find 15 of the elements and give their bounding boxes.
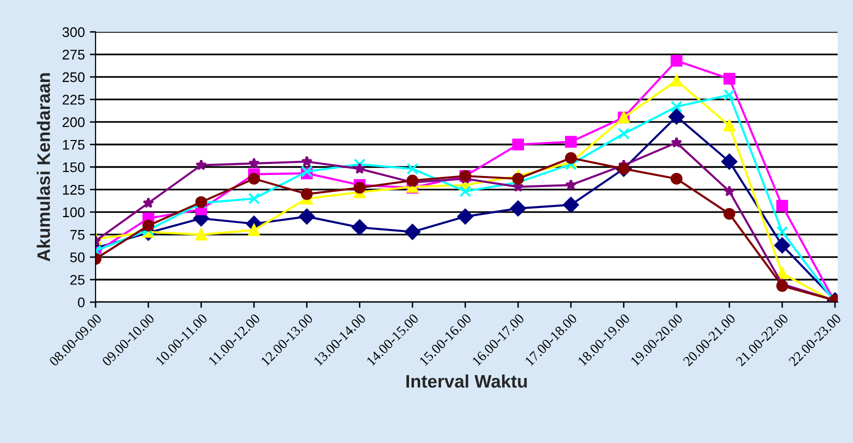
- y-tick-label: 125: [63, 184, 85, 195]
- y-tick-label: 275: [62, 50, 85, 60]
- y-tick-label: 250: [62, 72, 85, 82]
- x-axis-title: Interval Waktu: [406, 374, 527, 388]
- y-tick-label: 225: [62, 94, 85, 105]
- y-tick-label: 150: [63, 162, 85, 172]
- y-tick-label: 200: [62, 117, 85, 128]
- y-tick-label: 0: [78, 297, 85, 308]
- y-tick-label: 300: [62, 27, 85, 38]
- y-axis-title: Akumulasi Kendaraan: [36, 73, 50, 262]
- y-tick-label: 175: [63, 140, 85, 150]
- y-tick-label: 50: [70, 252, 85, 262]
- y-tick-label: 100: [63, 207, 85, 218]
- y-tick-label: 75: [70, 230, 85, 240]
- y-tick-label: 25: [70, 274, 85, 285]
